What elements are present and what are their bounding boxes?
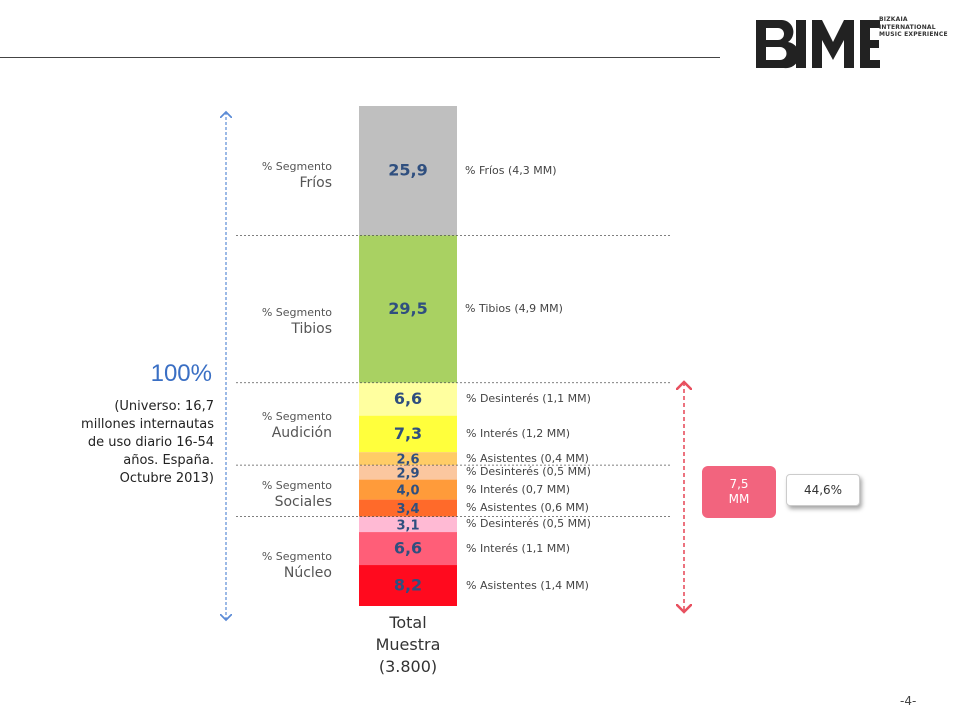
bar-value-label: 29,5 xyxy=(388,299,427,318)
bar-segment xyxy=(359,382,457,416)
logo-subtitle-line: INTERNATIONAL xyxy=(879,23,936,31)
bar-value-labels: 25,9 29,5 6,6 7,3 2,62,9 4,0 3,43,1 6,6 8,2 xyxy=(388,161,427,595)
total-percent: 100% xyxy=(150,360,212,387)
segment-label-nucleo: % Segmento Núcleo xyxy=(222,550,332,581)
segment-right-label: % Fríos (4,3 MM) xyxy=(465,163,557,177)
segment-name: Tibios xyxy=(291,321,332,337)
category-line: (3.800) xyxy=(378,657,438,676)
segment-prefix: % Segmento xyxy=(261,410,332,423)
bar-value-label: 3,4 xyxy=(396,502,419,517)
bime-logo xyxy=(756,20,880,69)
logo-subtitle-line: BIZKAIA xyxy=(879,16,908,23)
bar-segment xyxy=(359,452,457,466)
bar-segment xyxy=(359,106,457,236)
bar-segment xyxy=(359,465,457,480)
bar-value-label: 7,3 xyxy=(394,424,422,443)
page-number: -4- xyxy=(900,694,917,708)
segment-right-label: % Asistentes (0,4 MM) xyxy=(466,451,589,465)
segment-right-label: % Tibios (4,9 MM) xyxy=(465,302,563,316)
bar-value-label: 4,0 xyxy=(396,484,419,499)
bar-value-label: 25,9 xyxy=(388,161,427,180)
segment-prefix: % Segmento xyxy=(261,550,332,563)
segment-prefix: % Segmento xyxy=(261,160,332,173)
segment-right-label: % Desinterés (1,1 MM) xyxy=(466,392,591,406)
universe-line: de uso diario 16-54 xyxy=(87,435,214,450)
bar-segment xyxy=(359,532,457,566)
segment-label-frios: % Segmento Fríos xyxy=(222,160,332,191)
header-divider xyxy=(0,57,720,58)
universe-note: (Universo: 16,7 millones internautas de … xyxy=(52,398,214,488)
bar-segment xyxy=(359,516,457,533)
mm-callout: 7,5 MM xyxy=(702,466,776,518)
segment-right-label: % Desinterés (0,5 MM) xyxy=(466,465,591,479)
bar-segment xyxy=(359,499,457,517)
bar-segment xyxy=(359,235,457,383)
segment-name: Sociales xyxy=(274,494,332,510)
segment-label-audicion: % Segmento Audición xyxy=(222,410,332,441)
bar-segment xyxy=(359,415,457,453)
segment-right-label: % Interés (1,2 MM) xyxy=(466,426,571,440)
segment-right-label: % Desinterés (0,5 MM) xyxy=(466,517,591,531)
segment-dividers xyxy=(236,234,670,517)
segment-name: Fríos xyxy=(299,175,332,191)
segment-label-tibios: % Segmento Tibios xyxy=(222,306,332,337)
segment-right-label: % Interés (0,7 MM) xyxy=(466,482,571,496)
universe-line: millones internautas xyxy=(81,417,214,432)
universe-line: Octubre 2013) xyxy=(119,471,214,486)
segment-prefix: % Segmento xyxy=(261,479,332,492)
segment-right-label: % Asistentes (0,6 MM) xyxy=(466,501,589,515)
category-line: Total xyxy=(389,613,427,632)
bar-segment xyxy=(359,565,457,606)
bar-value-label: 6,6 xyxy=(394,539,422,558)
category-label: Total Muestra (3.800) xyxy=(358,612,458,678)
logo-subtitle: BIZKAIA INTERNATIONAL MUSIC EXPERIENCE xyxy=(879,16,948,39)
segment-name: Núcleo xyxy=(283,565,332,581)
segment-prefix: % Segmento xyxy=(261,306,332,319)
share-callout: 44,6% xyxy=(786,474,860,506)
bar-segment xyxy=(359,479,457,500)
bar-value-label: 8,2 xyxy=(394,576,422,595)
bar-value-label: 6,6 xyxy=(394,389,422,408)
segment-name: Audición xyxy=(271,425,332,441)
universe-line: (Universo: 16,7 xyxy=(114,399,214,414)
universe-line: años. España. xyxy=(123,453,214,468)
bar-value-label: 3,1 xyxy=(396,518,419,533)
bar-segments xyxy=(359,106,457,606)
bar-value-label: 2,9 xyxy=(396,466,419,481)
bar-value-label: 2,6 xyxy=(396,453,419,468)
segment-right-label: % Asistentes (1,4 MM) xyxy=(466,578,589,592)
logo-subtitle-line: MUSIC EXPERIENCE xyxy=(879,31,948,38)
category-line: Muestra xyxy=(375,635,441,654)
segment-label-sociales: % Segmento Sociales xyxy=(222,479,332,510)
segment-right-label: % Interés (1,1 MM) xyxy=(466,541,571,555)
